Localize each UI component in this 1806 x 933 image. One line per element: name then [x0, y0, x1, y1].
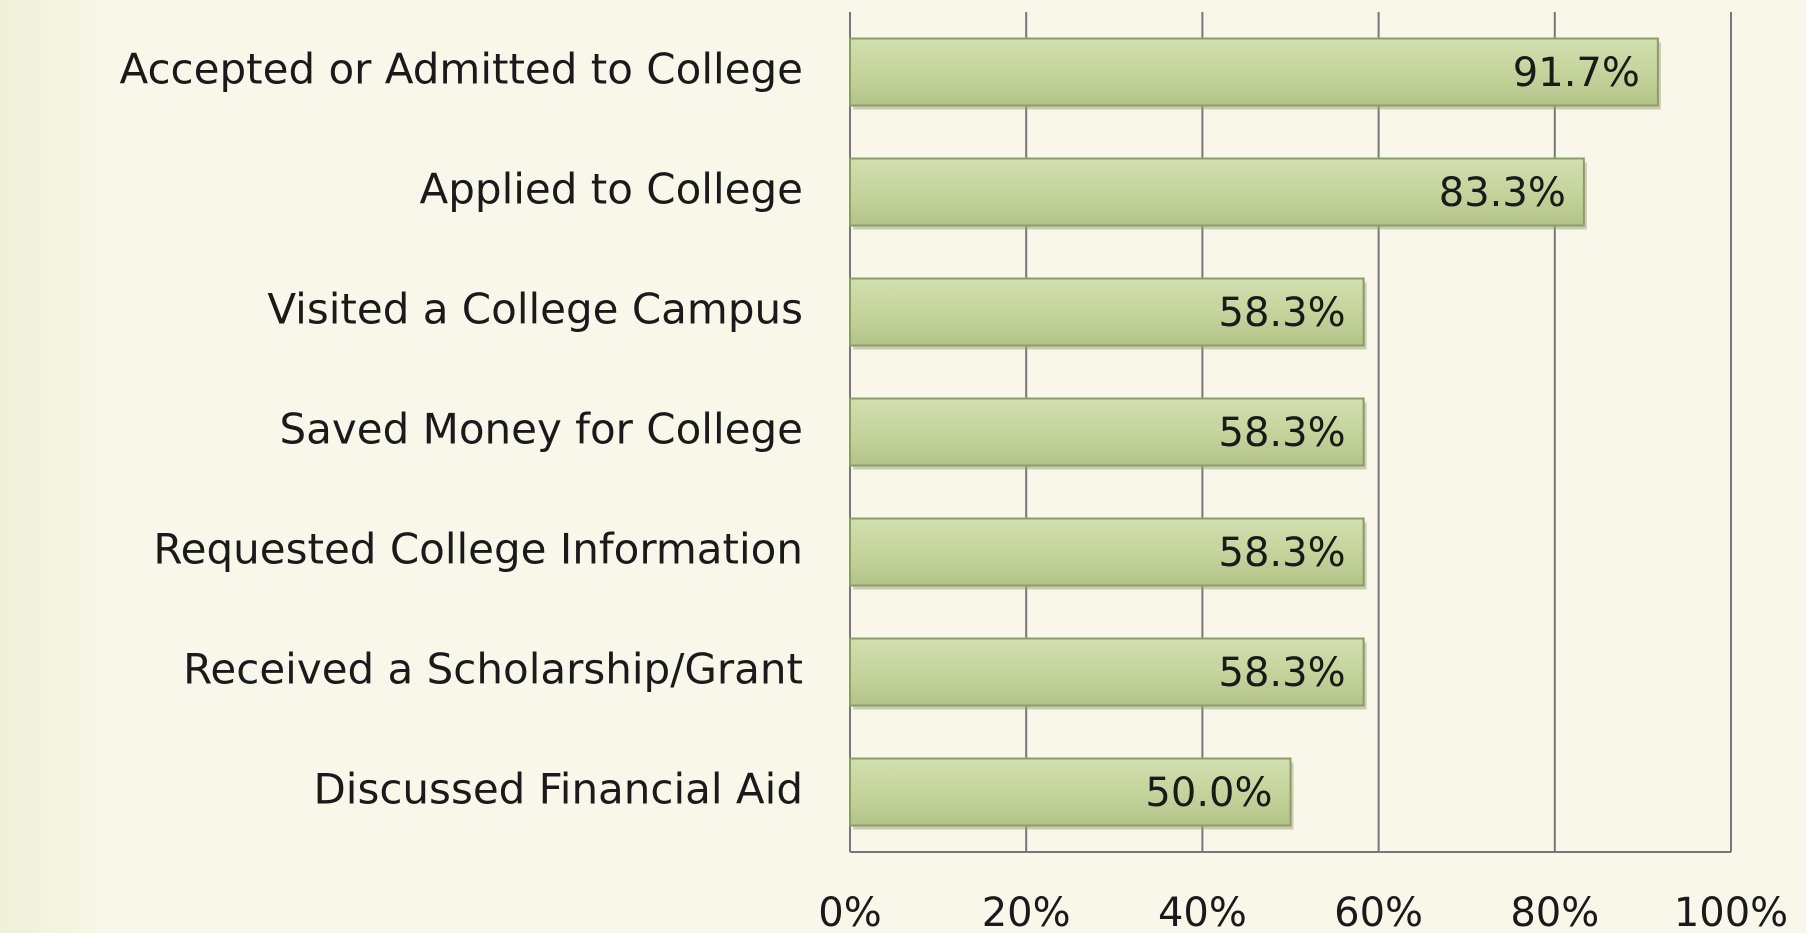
x-tick-label: 0% — [818, 890, 881, 933]
value-label: 50.0% — [1145, 770, 1272, 816]
value-label: 83.3% — [1439, 170, 1566, 216]
value-label: 58.3% — [1219, 650, 1346, 696]
bar — [849, 757, 1292, 827]
category-label: Requested College Information — [153, 525, 803, 574]
category-label: Visited a College Campus — [267, 285, 803, 334]
value-label: 58.3% — [1219, 530, 1346, 576]
value-label: 91.7% — [1513, 50, 1640, 96]
category-label: Discussed Financial Aid — [313, 765, 803, 814]
bar — [849, 637, 1365, 707]
bar — [849, 277, 1365, 347]
x-tick-label: 40% — [1158, 890, 1247, 933]
x-tick-label: 20% — [982, 890, 1071, 933]
x-tick-label: 100% — [1674, 890, 1788, 933]
value-label: 58.3% — [1219, 290, 1346, 336]
category-label: Accepted or Admitted to College — [119, 45, 803, 94]
x-tick-label: 60% — [1334, 890, 1423, 933]
bar — [849, 37, 1659, 107]
value-label: 58.3% — [1219, 410, 1346, 456]
bar — [849, 157, 1585, 227]
category-label: Saved Money for College — [279, 405, 803, 454]
bar — [849, 517, 1365, 587]
category-label: Applied to College — [420, 165, 803, 214]
category-label: Received a Scholarship/Grant — [183, 645, 803, 694]
x-tick-label: 80% — [1510, 890, 1599, 933]
bar — [849, 397, 1365, 467]
